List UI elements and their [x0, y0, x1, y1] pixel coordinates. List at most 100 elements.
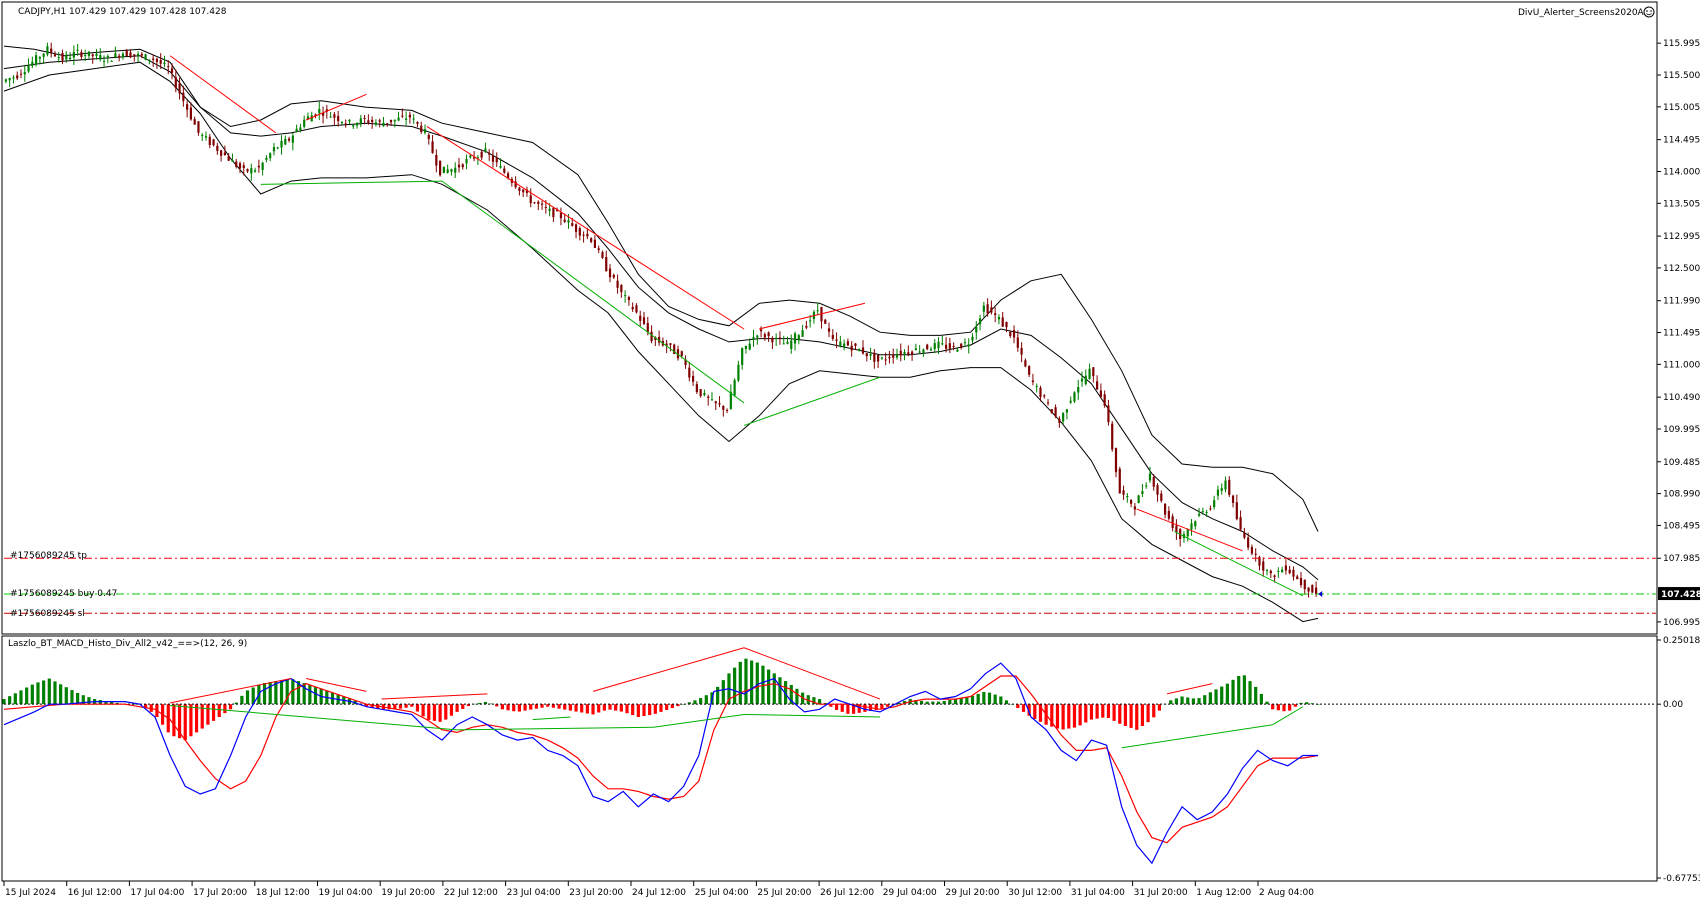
candle-body [491, 155, 495, 162]
candle-body [782, 343, 785, 345]
histogram-bar [115, 702, 119, 705]
price-axis-label: 111.000 [1663, 360, 1700, 370]
candle-body [691, 376, 695, 382]
candle-body [582, 234, 585, 236]
candle-body [306, 116, 310, 120]
candle-body [642, 317, 646, 324]
candle-body [212, 139, 215, 146]
histogram-bar [817, 699, 822, 705]
candle-body [216, 145, 219, 151]
histogram-bar [1089, 704, 1094, 720]
candle-body [899, 350, 902, 356]
candle-body [790, 340, 793, 349]
histogram-bar [750, 660, 754, 705]
time-axis-label: 1 Aug 12:00 [1196, 888, 1251, 898]
histogram-bar [1004, 700, 1009, 705]
histogram-bar [863, 704, 867, 712]
candle-body [359, 118, 362, 124]
bullish-divergence-line [532, 716, 571, 721]
histogram-bar [789, 684, 793, 705]
histogram-bar [291, 679, 295, 705]
histogram-bar [699, 698, 703, 705]
candle-body [1231, 495, 1235, 503]
candle-body [87, 51, 91, 56]
candle-body [929, 349, 933, 351]
histogram-bar [806, 695, 810, 705]
candle-body [223, 152, 226, 155]
candle-body [748, 343, 751, 350]
candle-body [703, 392, 706, 396]
candle-body [382, 122, 385, 127]
candle-body [1175, 525, 1178, 533]
price-axis-label: 107.985 [1663, 554, 1700, 564]
histogram-bar [1237, 675, 1241, 705]
histogram-bar [851, 704, 856, 714]
histogram-bar [982, 691, 986, 705]
histogram-bar [211, 704, 216, 721]
histogram-bar [1276, 704, 1280, 711]
price-panel[interactable] [1, 1, 1658, 635]
candle-body [1020, 347, 1023, 355]
price-axis-label: 111.990 [1663, 297, 1700, 307]
histogram-bar [631, 704, 635, 716]
candle-body [650, 331, 653, 342]
candle-body [669, 343, 672, 345]
bullish-divergence-line [260, 180, 443, 185]
indicator-panel[interactable] [1, 635, 1658, 882]
candle-body [242, 165, 245, 169]
histogram-bar [840, 704, 844, 712]
histogram-bar [1242, 675, 1246, 705]
histogram-bar [1146, 704, 1150, 723]
histogram-bar [993, 694, 997, 705]
candle-body [895, 354, 899, 358]
histogram-bar [1288, 704, 1292, 711]
candle-body [631, 306, 634, 310]
candle-body [393, 119, 396, 122]
histogram-bar [478, 702, 482, 705]
candle-body [189, 107, 193, 120]
histogram-bar [132, 704, 136, 705]
candle-body [389, 119, 393, 123]
histogram-bar [223, 704, 227, 714]
histogram-bar [659, 704, 663, 712]
histogram-bar [268, 682, 272, 705]
histogram-bar [755, 662, 759, 705]
histogram-bar [64, 687, 68, 705]
candle-body [1096, 381, 1099, 390]
candle-body [816, 310, 819, 312]
histogram-bar [1106, 704, 1111, 718]
price-axis-label: 115.005 [1663, 103, 1700, 113]
candle-body [265, 157, 268, 160]
current-price-tag: 107.428 [1661, 590, 1700, 600]
histogram-bar [1118, 704, 1122, 724]
candle-body [805, 326, 808, 328]
histogram-bar [2, 699, 6, 705]
price-axis-label: 115.500 [1663, 71, 1700, 81]
histogram-bar [1027, 704, 1031, 716]
candle-body [325, 109, 328, 112]
candle-body [1216, 489, 1220, 496]
histogram-bar [1033, 704, 1037, 719]
candle-body [624, 295, 627, 297]
candle-body [1163, 503, 1167, 515]
candle-body [1129, 499, 1133, 504]
candle-body [710, 399, 714, 401]
histogram-bar [608, 704, 612, 710]
candle-body [1073, 392, 1076, 402]
candle-body [412, 118, 415, 120]
candle-body [1273, 575, 1276, 578]
bearish-divergence-line [759, 302, 866, 330]
histogram-bar [919, 700, 924, 705]
candle-body [956, 349, 959, 352]
candle-body [423, 129, 427, 133]
histogram-bar [13, 693, 17, 705]
price-axis-label: 113.505 [1663, 199, 1700, 209]
candle-body [4, 79, 7, 82]
histogram-bar [721, 680, 725, 705]
candle-body [367, 120, 370, 123]
histogram-bar [455, 704, 459, 712]
candle-body [442, 166, 445, 174]
candle-body [1137, 495, 1140, 504]
candle-body [850, 345, 853, 351]
